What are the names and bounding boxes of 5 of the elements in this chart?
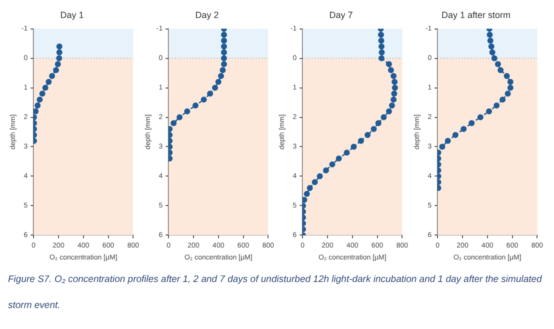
chart-title: Day 2: [194, 10, 218, 20]
text: Figure S7. O₂ concentration profiles after 1, 2 and 7 days of undisturbed 12h light-dark incubation and 1 day after the simulated storm event.: [8, 274, 542, 311]
chart-title: Day 1 after storm: [441, 10, 510, 20]
chart-title: Day 7: [330, 10, 354, 20]
chart-title: Day 1: [60, 10, 84, 20]
